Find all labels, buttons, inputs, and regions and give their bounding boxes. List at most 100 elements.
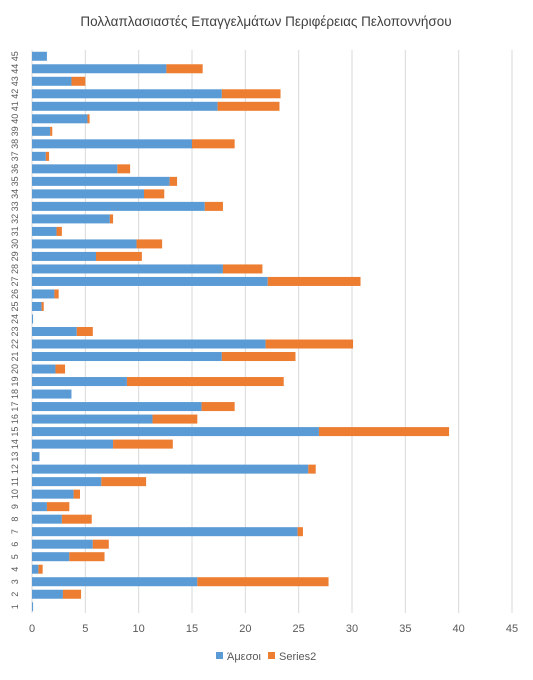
bar-amesoi xyxy=(32,89,222,99)
y-category-label: 38 xyxy=(10,139,20,149)
y-category-label: 39 xyxy=(10,126,20,136)
y-category-label: 18 xyxy=(10,389,20,399)
bar-amesoi xyxy=(32,589,63,599)
bar-amesoi xyxy=(32,126,51,136)
y-category-label: 7 xyxy=(10,529,20,534)
y-category-label: 16 xyxy=(10,414,20,424)
bar-series2 xyxy=(55,364,66,374)
bar-amesoi xyxy=(32,64,167,74)
y-category-label: 27 xyxy=(10,276,20,286)
y-category-label: 44 xyxy=(10,64,20,74)
bar-amesoi xyxy=(32,201,205,211)
bar-amesoi xyxy=(32,427,319,437)
x-tick-label: 20 xyxy=(239,623,251,635)
legend-label-series2: Series2 xyxy=(279,651,316,663)
x-tick-label: 0 xyxy=(29,623,35,635)
y-category-label: 17 xyxy=(10,402,20,412)
y-category-label: 25 xyxy=(10,301,20,311)
bar-amesoi xyxy=(32,339,266,349)
bar-series2 xyxy=(192,139,235,149)
bars xyxy=(32,51,450,612)
bar-amesoi xyxy=(32,251,96,261)
bar-amesoi xyxy=(32,164,118,174)
y-category-label: 11 xyxy=(10,477,20,486)
bar-series2 xyxy=(61,514,92,524)
bar-series2 xyxy=(38,564,43,574)
y-category-label: 41 xyxy=(10,101,20,111)
bar-amesoi xyxy=(32,352,222,362)
y-category-label: 43 xyxy=(10,76,20,86)
bar-amesoi xyxy=(32,414,153,424)
bar-series2 xyxy=(71,76,86,86)
bar-amesoi xyxy=(32,214,110,224)
y-category-label: 31 xyxy=(10,226,20,236)
bar-series2 xyxy=(69,552,105,562)
y-category-label: 6 xyxy=(10,542,20,547)
y-category-label: 1 xyxy=(10,604,20,609)
bar-series2 xyxy=(126,377,284,387)
bar-series2 xyxy=(92,539,109,549)
bar-amesoi xyxy=(32,539,93,549)
bar-amesoi xyxy=(32,276,268,286)
bar-amesoi xyxy=(32,151,46,161)
y-category-label: 3 xyxy=(10,579,20,584)
bar-amesoi xyxy=(32,602,34,612)
y-category-label: 23 xyxy=(10,326,20,336)
y-category-label: 42 xyxy=(10,89,20,99)
bar-series2 xyxy=(201,402,235,412)
bar-series2 xyxy=(73,489,80,499)
x-tick-label: 30 xyxy=(346,623,358,635)
bar-series2 xyxy=(197,577,329,587)
bar-amesoi xyxy=(32,114,88,124)
y-category-label: 14 xyxy=(10,439,20,449)
bar-amesoi xyxy=(32,189,144,199)
bar-series2 xyxy=(297,527,303,537)
y-category-label: 13 xyxy=(10,452,20,462)
bar-series2 xyxy=(265,339,354,349)
bar-series2 xyxy=(144,189,165,199)
x-tick-label: 40 xyxy=(453,623,465,635)
bar-amesoi xyxy=(32,264,223,274)
bar-series2 xyxy=(267,276,361,286)
legend-swatch-amesoi xyxy=(216,652,223,659)
bar-series2 xyxy=(308,464,316,474)
y-category-label: 20 xyxy=(10,364,20,374)
bar-series2 xyxy=(62,589,82,599)
y-category-label: 15 xyxy=(10,427,20,437)
y-category-label: 30 xyxy=(10,239,20,249)
bar-amesoi xyxy=(32,477,102,487)
y-category-label: 10 xyxy=(10,489,20,499)
legend-label-amesoi: Άμεσοι xyxy=(227,651,261,663)
x-tick-label: 45 xyxy=(506,623,518,635)
bar-amesoi xyxy=(32,76,72,86)
bar-amesoi xyxy=(32,176,170,186)
y-category-label: 37 xyxy=(10,151,20,161)
bar-amesoi xyxy=(32,226,57,236)
y-category-label: 8 xyxy=(10,517,20,522)
y-category-label: 35 xyxy=(10,176,20,186)
bar-series2 xyxy=(221,89,281,99)
y-category-label: 2 xyxy=(10,592,20,597)
y-category-label: 32 xyxy=(10,214,20,224)
y-category-label: 28 xyxy=(10,264,20,274)
bar-series2 xyxy=(96,251,142,261)
bar-amesoi xyxy=(32,51,47,61)
y-category-label: 21 xyxy=(10,352,20,362)
bar-amesoi xyxy=(32,552,70,562)
bar-series2 xyxy=(217,101,280,111)
y-axis-categories: 1234567891011121314151617181920212223242… xyxy=(10,51,20,609)
bar-series2 xyxy=(169,176,178,186)
y-category-label: 5 xyxy=(10,554,20,559)
bar-series2 xyxy=(45,151,50,161)
bar-series2 xyxy=(54,289,59,299)
bar-amesoi xyxy=(32,289,55,299)
bar-amesoi xyxy=(32,139,192,149)
bar-amesoi xyxy=(32,364,56,374)
x-axis-ticks: 0 5 10 15 20 25 30 35 40 45 xyxy=(29,623,518,635)
bar-amesoi xyxy=(32,514,62,524)
bar-series2 xyxy=(222,264,263,274)
bar-amesoi xyxy=(32,239,137,249)
bar-amesoi xyxy=(32,464,309,474)
